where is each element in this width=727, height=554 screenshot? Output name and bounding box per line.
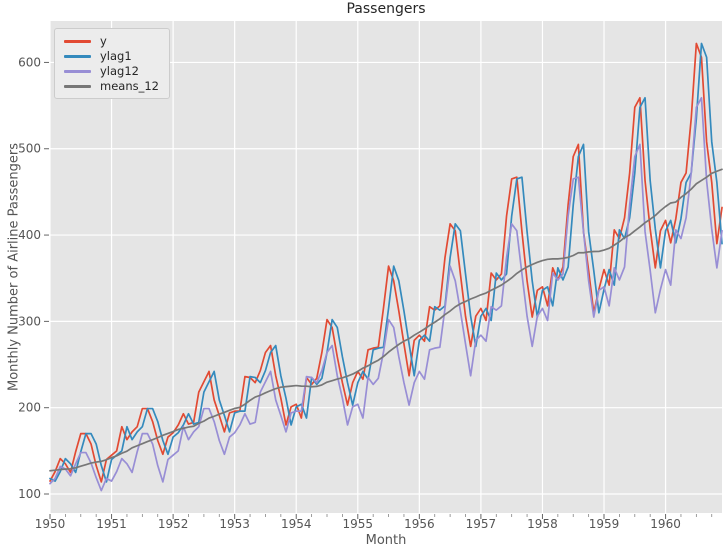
legend-item-y: y bbox=[64, 35, 159, 47]
y-tick-label-500: 500 bbox=[18, 142, 41, 156]
legend-item-ylag1: ylag1 bbox=[64, 50, 159, 62]
x-tick-label-1955: 1955 bbox=[343, 517, 374, 531]
y-tick-label-400: 400 bbox=[18, 228, 41, 242]
x-tick-label-1951: 1951 bbox=[96, 517, 127, 531]
y-tick-label-100: 100 bbox=[18, 487, 41, 501]
legend: y ylag1 ylag12 means_12 bbox=[54, 28, 170, 99]
legend-label-ylag1: ylag1 bbox=[100, 49, 132, 63]
legend-item-ylag12: ylag12 bbox=[64, 65, 159, 77]
x-axis-label: Month bbox=[365, 533, 407, 548]
legend-swatch-y bbox=[64, 39, 91, 43]
legend-swatch-ylag1 bbox=[64, 54, 91, 58]
legend-label-ylag12: ylag12 bbox=[100, 64, 139, 78]
y-tick-label-300: 300 bbox=[18, 314, 41, 328]
x-tick-label-1953: 1953 bbox=[219, 517, 250, 531]
series-line-ylag12 bbox=[49, 96, 723, 492]
x-tick-label-1956: 1956 bbox=[404, 517, 435, 531]
legend-label-y: y bbox=[100, 34, 107, 48]
y-axis-label: Monthly Number of Airline Passengers bbox=[6, 142, 22, 392]
x-tick-label-1952: 1952 bbox=[158, 517, 189, 531]
y-tick-label-600: 600 bbox=[18, 55, 41, 69]
x-tick-label-1954: 1954 bbox=[281, 517, 312, 531]
x-tick-label-1960: 1960 bbox=[650, 517, 681, 531]
x-tick-label-1950: 1950 bbox=[35, 517, 66, 531]
series-line-means_12 bbox=[49, 168, 723, 472]
legend-swatch-ylag12 bbox=[64, 69, 91, 73]
legend-swatch-means_12 bbox=[64, 84, 91, 88]
legend-label-means_12: means_12 bbox=[100, 79, 159, 93]
series-line-ylag1 bbox=[49, 42, 723, 483]
x-tick-label-1958: 1958 bbox=[527, 517, 558, 531]
series-line-y bbox=[49, 42, 723, 483]
y-tick-label-200: 200 bbox=[18, 401, 41, 415]
chart-title: Passengers bbox=[346, 1, 426, 17]
legend-item-means_12: means_12 bbox=[64, 80, 159, 92]
x-tick-label-1959: 1959 bbox=[589, 517, 620, 531]
x-tick-label-1957: 1957 bbox=[466, 517, 497, 531]
